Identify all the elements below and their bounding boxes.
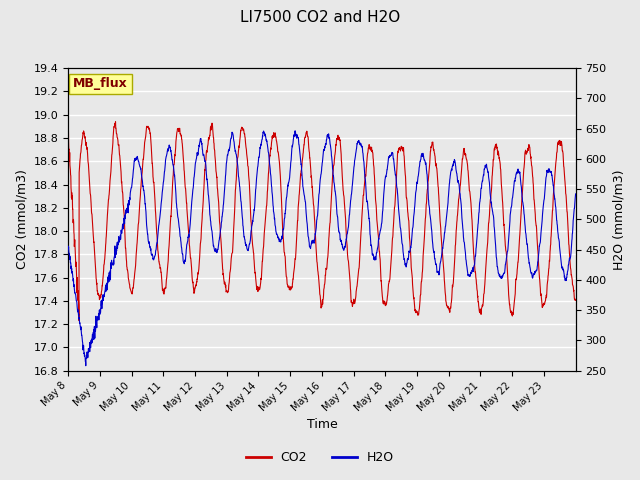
Text: MB_flux: MB_flux xyxy=(73,77,128,90)
Y-axis label: CO2 (mmol/m3): CO2 (mmol/m3) xyxy=(15,169,28,269)
Text: LI7500 CO2 and H2O: LI7500 CO2 and H2O xyxy=(240,10,400,24)
Y-axis label: H2O (mmol/m3): H2O (mmol/m3) xyxy=(612,169,625,270)
Legend: CO2, H2O: CO2, H2O xyxy=(241,446,399,469)
X-axis label: Time: Time xyxy=(307,419,337,432)
